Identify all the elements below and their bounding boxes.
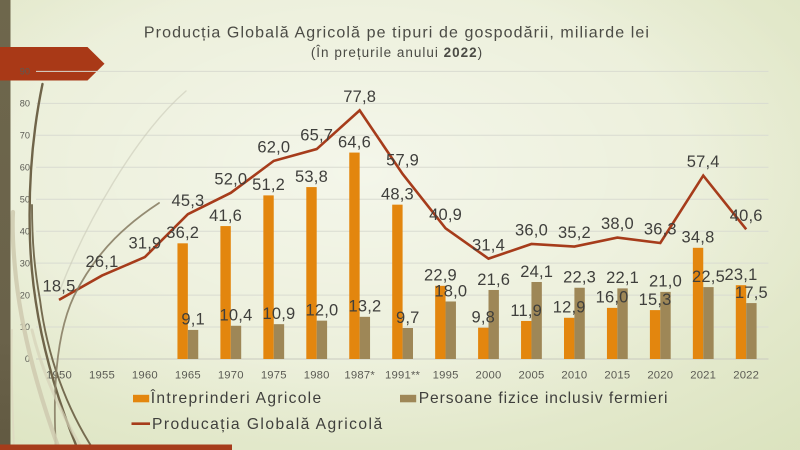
- svg-text:30: 30: [20, 258, 30, 268]
- svg-text:Producția Globală Agricolă pe: Producția Globală Agricolă pe tipuri de …: [144, 25, 650, 42]
- svg-text:21,6: 21,6: [477, 271, 510, 289]
- svg-text:18,0: 18,0: [434, 282, 467, 300]
- svg-text:57,4: 57,4: [687, 153, 720, 171]
- svg-text:2000: 2000: [476, 370, 502, 382]
- svg-text:45,3: 45,3: [171, 192, 204, 210]
- svg-text:53,8: 53,8: [295, 168, 328, 186]
- svg-text:90: 90: [20, 67, 30, 77]
- svg-text:36,2: 36,2: [166, 224, 199, 242]
- svg-text:2010: 2010: [561, 370, 587, 382]
- svg-text:11,9: 11,9: [510, 302, 542, 320]
- svg-text:2005: 2005: [519, 370, 545, 382]
- svg-text:70: 70: [20, 131, 30, 141]
- svg-text:Întreprinderi Agricole: Întreprinderi Agricole: [150, 388, 323, 407]
- svg-text:35,2: 35,2: [558, 224, 591, 242]
- svg-text:40: 40: [20, 226, 30, 236]
- svg-text:2020: 2020: [647, 370, 673, 382]
- svg-text:51,2: 51,2: [252, 176, 285, 194]
- svg-text:9,7: 9,7: [396, 309, 420, 327]
- svg-text:31,4: 31,4: [472, 236, 505, 254]
- svg-text:22,1: 22,1: [606, 269, 639, 287]
- svg-text:36,0: 36,0: [515, 222, 548, 240]
- svg-text:1980: 1980: [304, 370, 330, 382]
- svg-text:2015: 2015: [604, 370, 630, 382]
- svg-text:1960: 1960: [132, 370, 158, 382]
- svg-text:0: 0: [25, 354, 30, 364]
- svg-text:24,1: 24,1: [520, 263, 553, 281]
- svg-text:13,2: 13,2: [348, 298, 381, 316]
- svg-text:65,7: 65,7: [300, 127, 333, 145]
- svg-text:40,6: 40,6: [730, 207, 763, 225]
- svg-text:10,9: 10,9: [262, 305, 295, 323]
- svg-text:12,9: 12,9: [553, 299, 586, 317]
- svg-text:17,5: 17,5: [735, 284, 768, 302]
- svg-text:50: 50: [20, 194, 30, 204]
- svg-text:20: 20: [20, 290, 30, 300]
- svg-text:23,1: 23,1: [725, 266, 758, 284]
- svg-text:1955: 1955: [89, 370, 115, 382]
- svg-text:60: 60: [20, 163, 30, 173]
- svg-text:41,6: 41,6: [209, 207, 242, 225]
- svg-text:48,3: 48,3: [381, 186, 414, 204]
- svg-text:64,6: 64,6: [338, 133, 371, 151]
- svg-text:1975: 1975: [261, 370, 287, 382]
- svg-text:Producația Globală Agricolă: Producația Globală Agricolă: [152, 416, 384, 433]
- svg-text:2021: 2021: [690, 370, 716, 382]
- svg-text:1970: 1970: [218, 370, 244, 382]
- svg-text:21,0: 21,0: [649, 273, 682, 291]
- svg-text:(În prețurile anului 2022): (În prețurile anului 2022): [311, 45, 483, 60]
- svg-text:34,8: 34,8: [682, 229, 715, 247]
- svg-text:1987*: 1987*: [344, 370, 375, 382]
- svg-text:10,4: 10,4: [220, 307, 253, 325]
- svg-text:38,0: 38,0: [601, 215, 634, 233]
- svg-text:26,1: 26,1: [86, 253, 119, 271]
- svg-text:22,9: 22,9: [424, 267, 457, 285]
- svg-text:52,0: 52,0: [214, 170, 247, 188]
- svg-text:1995: 1995: [433, 370, 459, 382]
- svg-text:2022: 2022: [733, 370, 759, 382]
- svg-text:22,3: 22,3: [563, 269, 596, 287]
- svg-text:36,3: 36,3: [644, 221, 677, 239]
- svg-text:22,5: 22,5: [692, 268, 725, 286]
- svg-text:16,0: 16,0: [596, 289, 629, 307]
- svg-text:15,3: 15,3: [639, 291, 672, 309]
- svg-text:57,9: 57,9: [386, 152, 419, 170]
- svg-text:77,8: 77,8: [343, 88, 376, 106]
- svg-text:18,5: 18,5: [43, 278, 76, 296]
- svg-text:31,9: 31,9: [128, 235, 161, 253]
- svg-text:Persoane fizice inclusiv fermi: Persoane fizice inclusiv fermieri: [419, 390, 669, 407]
- svg-text:80: 80: [20, 99, 30, 109]
- svg-text:40,9: 40,9: [429, 206, 462, 224]
- svg-text:9,8: 9,8: [472, 309, 496, 327]
- svg-text:1991**: 1991**: [385, 370, 421, 382]
- svg-text:62,0: 62,0: [257, 139, 290, 157]
- svg-text:9,1: 9,1: [181, 311, 205, 329]
- svg-text:1965: 1965: [175, 370, 201, 382]
- svg-text:12,0: 12,0: [305, 302, 338, 320]
